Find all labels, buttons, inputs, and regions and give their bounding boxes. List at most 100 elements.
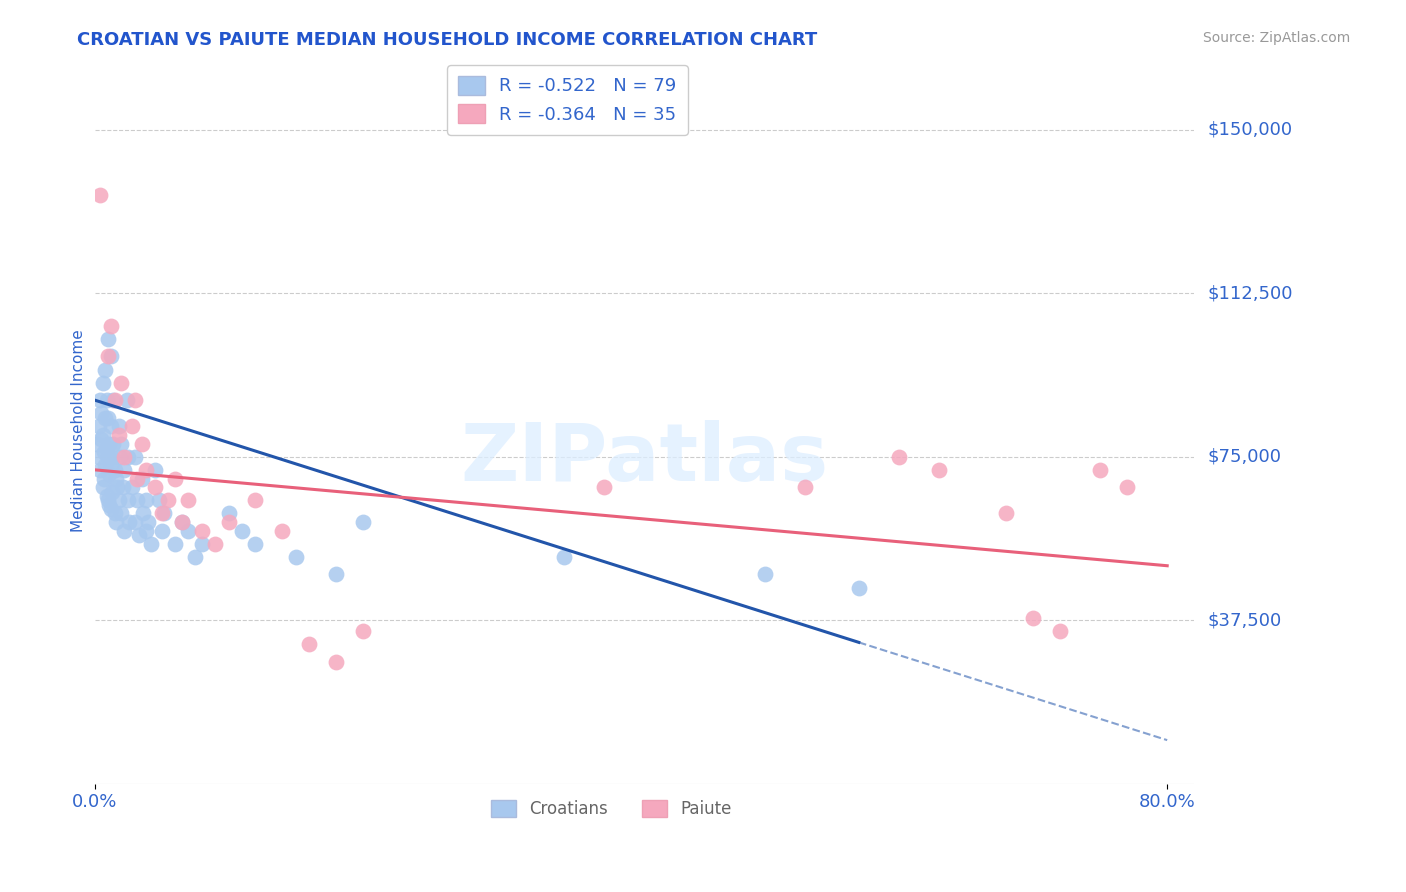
Point <box>111 480 134 494</box>
Point <box>104 393 127 408</box>
Point <box>1049 624 1071 639</box>
Point <box>553 549 575 564</box>
Point <box>127 493 149 508</box>
Point <box>89 393 111 408</box>
Point <box>163 537 186 551</box>
Point <box>100 419 122 434</box>
Point <box>184 549 207 564</box>
Point <box>98 467 121 482</box>
Point <box>93 471 115 485</box>
Point <box>108 450 131 464</box>
Text: CROATIAN VS PAIUTE MEDIAN HOUSEHOLD INCOME CORRELATION CHART: CROATIAN VS PAIUTE MEDIAN HOUSEHOLD INCO… <box>77 31 817 49</box>
Point <box>115 393 138 408</box>
Point <box>110 376 132 390</box>
Point <box>1116 480 1139 494</box>
Point <box>157 493 180 508</box>
Point <box>94 458 117 473</box>
Text: $112,500: $112,500 <box>1208 285 1292 302</box>
Point <box>325 655 347 669</box>
Point <box>87 419 110 434</box>
Point <box>89 463 111 477</box>
Point <box>139 537 162 551</box>
Point <box>117 450 139 464</box>
Point <box>177 524 200 538</box>
Point <box>91 428 114 442</box>
Point <box>105 480 128 494</box>
Point <box>105 471 128 485</box>
Point <box>163 471 186 485</box>
Point <box>107 419 129 434</box>
Point <box>131 436 153 450</box>
Point <box>148 493 170 508</box>
Point <box>100 458 122 473</box>
Point <box>150 507 173 521</box>
Point <box>107 493 129 508</box>
Point <box>107 428 129 442</box>
Y-axis label: Median Household Income: Median Household Income <box>72 329 86 532</box>
Point <box>128 528 150 542</box>
Point <box>91 480 114 494</box>
Point <box>97 450 120 464</box>
Point <box>245 537 267 551</box>
Point <box>325 567 347 582</box>
Point <box>112 463 135 477</box>
Point <box>96 489 118 503</box>
Point <box>93 445 115 459</box>
Point <box>284 549 307 564</box>
Point <box>245 493 267 508</box>
Point <box>96 393 118 408</box>
Point <box>127 471 149 485</box>
Point <box>91 376 114 390</box>
Point <box>143 463 166 477</box>
Point <box>135 524 157 538</box>
Text: $150,000: $150,000 <box>1208 120 1292 139</box>
Point <box>150 524 173 538</box>
Point <box>96 441 118 455</box>
Legend: Croatians, Paiute: Croatians, Paiute <box>485 793 738 825</box>
Point <box>132 507 155 521</box>
Point <box>143 480 166 494</box>
Point <box>105 515 128 529</box>
Point <box>100 318 122 333</box>
Point <box>352 624 374 639</box>
Point <box>135 463 157 477</box>
Point <box>1088 463 1111 477</box>
Point <box>848 581 870 595</box>
Point <box>887 450 910 464</box>
Point <box>124 393 146 408</box>
Point <box>97 493 120 508</box>
Point <box>97 332 120 346</box>
Point <box>97 350 120 364</box>
Point <box>177 493 200 508</box>
Point <box>104 507 127 521</box>
Point <box>87 450 110 464</box>
Point <box>110 507 132 521</box>
Point <box>170 515 193 529</box>
Point <box>89 188 111 202</box>
Point <box>136 515 159 529</box>
Point <box>124 450 146 464</box>
Point <box>118 515 141 529</box>
Point <box>86 436 108 450</box>
Point <box>231 524 253 538</box>
Point <box>135 493 157 508</box>
Point <box>191 537 214 551</box>
Point <box>112 450 135 464</box>
Point <box>100 350 122 364</box>
Point <box>1022 611 1045 625</box>
Point <box>124 515 146 529</box>
Point <box>112 524 135 538</box>
Point <box>104 463 127 477</box>
Point <box>794 480 817 494</box>
Point <box>117 493 139 508</box>
Point <box>218 507 240 521</box>
Text: $75,000: $75,000 <box>1208 448 1281 466</box>
Point <box>352 515 374 529</box>
Point <box>101 484 124 499</box>
Point <box>204 537 226 551</box>
Point <box>90 432 112 446</box>
Point <box>928 463 950 477</box>
Point <box>191 524 214 538</box>
Point <box>103 436 125 450</box>
Point <box>593 480 616 494</box>
